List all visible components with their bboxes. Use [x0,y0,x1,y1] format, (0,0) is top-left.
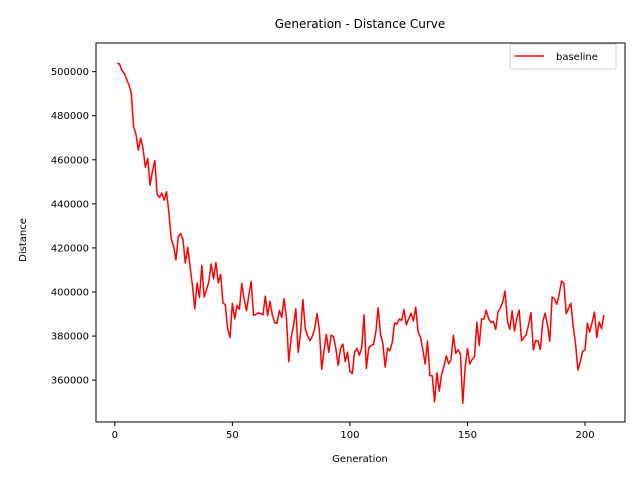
legend-box [509,43,617,70]
y-tick-label: 420000 [51,243,89,254]
x-tick-label: 150 [458,430,477,441]
y-axis: 360000 380000 400000 420000 440000 460000 4800… [51,67,96,387]
y-tick-label: 460000 [51,155,89,166]
y-tick-label: 380000 [51,332,89,343]
chart-title: Generation - Distance Curve [275,17,446,31]
x-tick-label: 50 [226,430,239,441]
x-axis-title: Generation [332,454,388,465]
x-tick-label: 0 [112,430,118,441]
x-tick-label: 100 [340,430,359,441]
x-tick-label: 200 [575,430,594,441]
x-axis: 0 50 100 150 200 [112,422,595,441]
y-tick-label: 500000 [51,67,89,78]
legend-label-baseline: baseline [556,52,598,63]
series-line-baseline [116,62,605,405]
y-tick-label: 400000 [51,287,89,298]
plot-frame [95,42,626,423]
plot-area [116,62,605,405]
y-tick-label: 480000 [51,111,89,122]
y-tick-label: 360000 [51,376,89,387]
y-tick-label: 440000 [51,199,89,210]
legend: baseline [509,43,617,70]
y-axis-title: Distance [18,218,29,262]
